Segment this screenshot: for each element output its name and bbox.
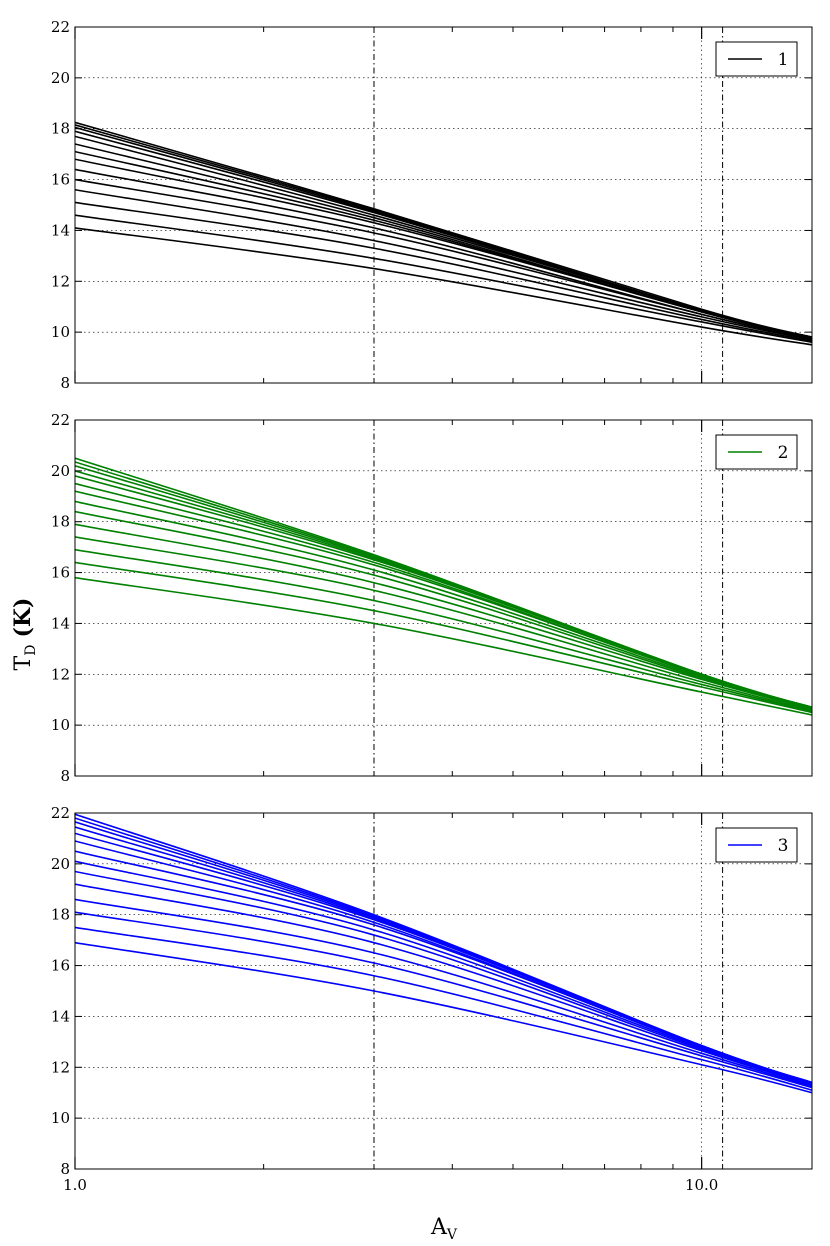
series-line-3 bbox=[75, 548, 812, 712]
series-group bbox=[75, 813, 812, 1094]
series-line-4 bbox=[75, 536, 812, 711]
y-tick-label: 22 bbox=[51, 411, 70, 429]
series-line-2 bbox=[75, 926, 812, 1091]
y-tick-label: 16 bbox=[51, 957, 70, 975]
axes-frame bbox=[74, 26, 813, 384]
y-axis-label: TD (K) bbox=[10, 598, 39, 671]
y-tick-label: 16 bbox=[51, 171, 70, 189]
y-tick-label: 8 bbox=[60, 1160, 70, 1178]
y-tick-label: 12 bbox=[51, 1058, 70, 1076]
y-tick-label: 10 bbox=[51, 323, 70, 341]
y-tick-label: 12 bbox=[51, 665, 70, 683]
legend: 2 bbox=[715, 434, 798, 470]
series-line-6 bbox=[75, 168, 812, 340]
series-line-6 bbox=[75, 510, 812, 710]
panel-1: 8 10 12 14 16 18 20 22 1 bbox=[51, 18, 813, 392]
series-line-2 bbox=[75, 561, 812, 714]
y-tick-label: 10 bbox=[51, 716, 70, 734]
y-tick-label: 14 bbox=[51, 1007, 70, 1025]
series-line-9 bbox=[75, 840, 812, 1085]
y-tick-label: 18 bbox=[51, 513, 70, 531]
series-line-1 bbox=[75, 227, 812, 346]
y-tick-label: 18 bbox=[51, 120, 70, 138]
series-group bbox=[75, 121, 812, 346]
axes-frame bbox=[74, 812, 813, 1170]
y-tick-label: 14 bbox=[51, 221, 70, 239]
series-line-3 bbox=[75, 911, 812, 1089]
y-tick-label: 20 bbox=[51, 69, 70, 87]
series-line-14 bbox=[75, 813, 812, 1084]
legend: 1 bbox=[715, 41, 798, 77]
x-tick-label: 1.0 bbox=[63, 1176, 87, 1194]
y-tick-label: 14 bbox=[51, 614, 70, 632]
y-axis-label-sub: D bbox=[23, 645, 39, 656]
series-line-14 bbox=[75, 457, 812, 709]
legend: 3 bbox=[715, 827, 798, 863]
legend-label: 3 bbox=[778, 836, 789, 856]
y-tick-label: 20 bbox=[51, 462, 70, 480]
series-line-14 bbox=[75, 121, 812, 339]
y-tick-label: 12 bbox=[51, 272, 70, 290]
series-line-2 bbox=[75, 214, 812, 344]
y-tick-label: 20 bbox=[51, 855, 70, 873]
panel-3: 8 10 12 14 16 18 20 22 1.0 10.0 3 bbox=[51, 804, 813, 1194]
y-tick-label: 22 bbox=[51, 18, 70, 36]
series-line-11 bbox=[75, 826, 812, 1084]
legend-label: 2 bbox=[778, 443, 789, 463]
x-axis-label: AV bbox=[430, 1215, 458, 1243]
axes-frame bbox=[74, 419, 813, 777]
panels: 8101214161820221810121416182022281012141… bbox=[51, 18, 813, 1194]
x-tick-label: 10.0 bbox=[685, 1176, 718, 1194]
y-tick-label: 18 bbox=[51, 906, 70, 924]
y-tick-label: 8 bbox=[60, 374, 70, 392]
series-line-3 bbox=[75, 201, 812, 342]
y-axis-label-unit: (K) bbox=[10, 598, 36, 638]
series-line-7 bbox=[75, 500, 812, 709]
series-group bbox=[75, 457, 812, 716]
legend-label: 1 bbox=[778, 50, 789, 70]
series-line-13 bbox=[75, 124, 812, 339]
series-line-4 bbox=[75, 898, 812, 1088]
y-tick-label: 16 bbox=[51, 564, 70, 582]
y-axis-label-main: T bbox=[11, 655, 36, 670]
series-line-1 bbox=[75, 576, 812, 716]
series-line-6 bbox=[75, 870, 812, 1086]
series-line-4 bbox=[75, 188, 812, 341]
series-line-1 bbox=[75, 941, 812, 1094]
x-axis-label-sub: V bbox=[446, 1227, 458, 1243]
y-tick-label: 22 bbox=[51, 804, 70, 822]
y-tick-label: 8 bbox=[60, 767, 70, 785]
y-tick-label: 10 bbox=[51, 1109, 70, 1127]
x-axis-label-main: A bbox=[430, 1215, 448, 1240]
